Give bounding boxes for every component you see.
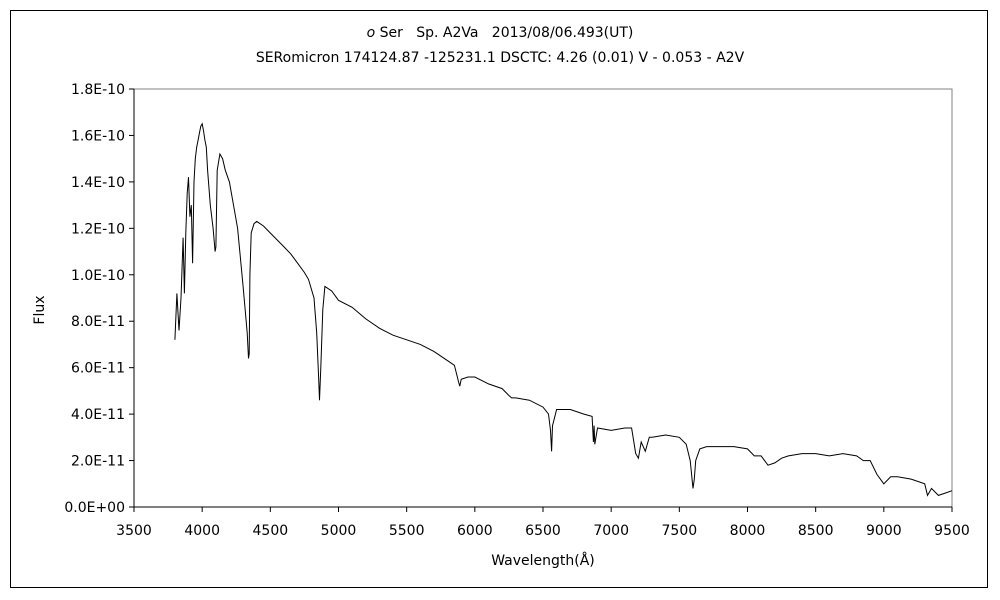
plot-area (133, 88, 953, 508)
chart-title-rest: Ser Sp. A2Va 2013/08/06.493(UT) (375, 25, 634, 41)
x-tick-label: 3500 (116, 523, 152, 539)
y-tick-label: 1.4E-10 (71, 175, 125, 191)
x-tick-label: 8000 (730, 523, 766, 539)
x-tick-label: 7500 (662, 523, 698, 539)
x-tick-label: 6500 (525, 523, 561, 539)
y-tick-label: 1.6E-10 (71, 128, 125, 144)
chart-title: o Ser Sp. A2Va 2013/08/06.493(UT) (0, 25, 1000, 41)
x-tick-label: 8500 (798, 523, 834, 539)
y-axis-ticks: 0.0E+00 2.0E-11 4.0E-11 6.0E-11 8.0E-11 1.0E-… (64, 82, 134, 516)
y-tick-label: 1.2E-10 (71, 221, 125, 237)
y-tick-label: 8.0E-11 (71, 314, 125, 330)
chart-title-star: o (366, 25, 376, 41)
x-axis-ticks: 3500 4000 4500 5000 5500 6000 6500 7000 7500 8000… (116, 507, 970, 539)
y-axis-label: Flux (32, 295, 48, 324)
x-tick-label: 5000 (321, 523, 357, 539)
spectrum-series-line (174, 122, 953, 497)
y-tick-label: 4.0E-11 (71, 407, 125, 423)
y-tick-label: 1.0E-10 (71, 268, 125, 284)
x-axis-label: Wavelength(Å) (491, 552, 595, 569)
y-tick-label: 2.0E-11 (71, 454, 125, 470)
y-tick-label: 6.0E-11 (71, 361, 125, 377)
chart-subtitle: SERomicron 174124.87 -125231.1 DSCTC: 4.… (255, 50, 745, 66)
x-tick-label: 4500 (253, 523, 289, 539)
x-tick-label: 4000 (184, 523, 220, 539)
x-tick-label: 9000 (866, 523, 902, 539)
y-tick-label: 1.8E-10 (71, 82, 125, 98)
x-tick-label: 7000 (593, 523, 629, 539)
x-tick-label: 9500 (934, 523, 970, 539)
chart-frame (10, 10, 988, 588)
x-tick-label: 5500 (389, 523, 425, 539)
y-tick-label: 0.0E+00 (64, 500, 125, 516)
x-tick-label: 6000 (457, 523, 493, 539)
